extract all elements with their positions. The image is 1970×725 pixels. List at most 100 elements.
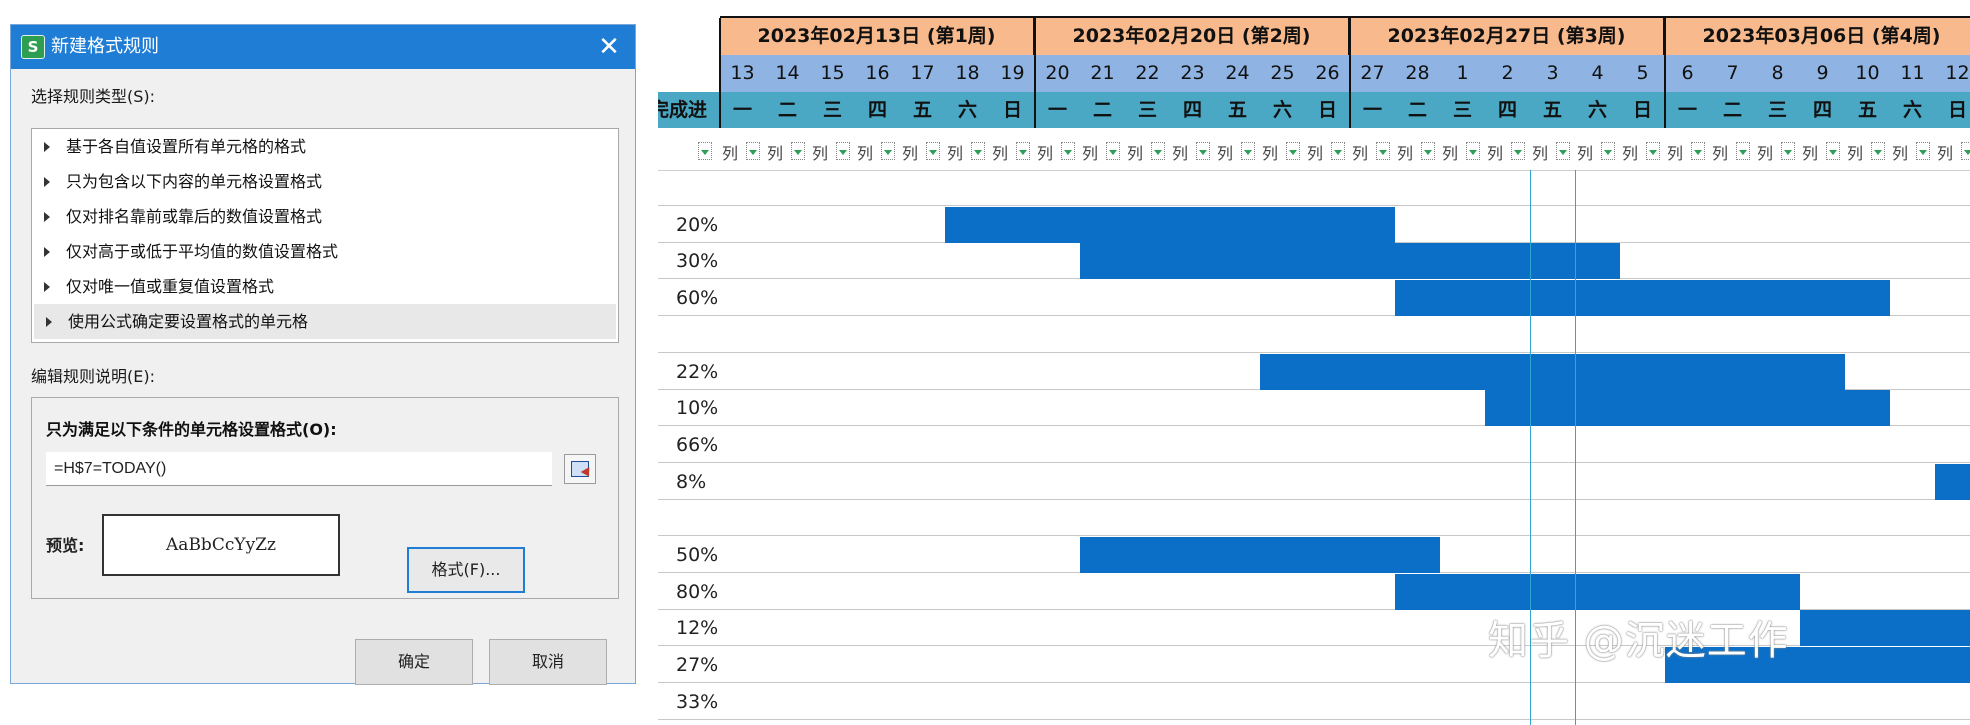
weekday-cell[interactable]: 五	[900, 92, 945, 128]
progress-cell[interactable]: 10%	[676, 397, 719, 420]
day-number-cell[interactable]: 4	[1575, 55, 1620, 92]
weekday-cell[interactable]: 三	[1755, 92, 1800, 128]
weekday-cell[interactable]: 五	[1530, 92, 1575, 128]
rule-type-item[interactable]: 仅对高于或低于平均值的数值设置格式	[32, 234, 618, 269]
filter-dropdown[interactable]: 列	[1082, 140, 1122, 164]
day-number-cell[interactable]: 7	[1710, 55, 1755, 92]
day-number-cell[interactable]: 12	[1935, 55, 1970, 92]
weekday-cell[interactable]: 一	[1035, 92, 1080, 128]
rule-type-item[interactable]: 基于各自值设置所有单元格的格式	[32, 129, 618, 164]
weekday-cell[interactable]: 二	[765, 92, 810, 128]
gantt-bar[interactable]	[1080, 537, 1440, 573]
progress-cell[interactable]: 80%	[676, 580, 719, 603]
rule-type-item[interactable]: 仅对唯一值或重复值设置格式	[32, 269, 618, 304]
day-number-cell[interactable]: 3	[1530, 55, 1575, 92]
weekday-cell[interactable]: 四	[1800, 92, 1845, 128]
day-number-cell[interactable]: 22	[1125, 55, 1170, 92]
filter-dropdown[interactable]: 列	[1622, 140, 1662, 164]
day-number-cell[interactable]: 18	[945, 55, 990, 92]
rule-type-item[interactable]: 仅对排名靠前或靠后的数值设置格式	[32, 199, 618, 234]
filter-dropdown[interactable]: 列	[1847, 140, 1887, 164]
filter-dropdown[interactable]: 列	[1577, 140, 1617, 164]
day-number-cell[interactable]: 1	[1440, 55, 1485, 92]
filter-dropdown[interactable]: 列	[1532, 140, 1572, 164]
weekday-cell[interactable]: 一	[1665, 92, 1710, 128]
day-number-cell[interactable]: 2	[1485, 55, 1530, 92]
day-number-cell[interactable]: 16	[855, 55, 900, 92]
weekday-cell[interactable]: 四	[1485, 92, 1530, 128]
filter-dropdown[interactable]: 列	[902, 140, 942, 164]
day-number-cell[interactable]: 5	[1620, 55, 1665, 92]
weekday-cell[interactable]: 日	[1935, 92, 1970, 128]
progress-cell[interactable]: 33%	[676, 690, 719, 713]
weekday-cell[interactable]: 三	[810, 92, 855, 128]
day-number-cell[interactable]: 14	[765, 55, 810, 92]
filter-dropdown[interactable]: 列	[1262, 140, 1302, 164]
gantt-bar[interactable]	[1395, 280, 1890, 317]
weekday-cell[interactable]: 三	[1440, 92, 1485, 128]
cancel-button[interactable]: 取消	[489, 639, 607, 685]
weekday-cell[interactable]: 日	[1305, 92, 1350, 128]
close-icon[interactable]: ✕	[598, 32, 620, 62]
day-number-cell[interactable]: 24	[1215, 55, 1260, 92]
day-number-cell[interactable]: 28	[1395, 55, 1440, 92]
ok-button[interactable]: 确定	[355, 639, 473, 685]
filter-dropdown[interactable]	[696, 140, 714, 164]
filter-dropdown[interactable]: 列	[1442, 140, 1482, 164]
weekday-cell[interactable]: 一	[1350, 92, 1395, 128]
rule-type-item[interactable]: 使用公式确定要设置格式的单元格	[34, 304, 616, 339]
day-number-cell[interactable]: 21	[1080, 55, 1125, 92]
filter-dropdown[interactable]: 列	[1667, 140, 1707, 164]
day-number-cell[interactable]: 15	[810, 55, 855, 92]
filter-dropdown[interactable]: 列	[1127, 140, 1167, 164]
progress-cell[interactable]: 27%	[676, 654, 719, 677]
weekday-cell[interactable]: 三	[1125, 92, 1170, 128]
progress-cell[interactable]: 30%	[676, 250, 719, 273]
weekday-cell[interactable]: 六	[1890, 92, 1935, 128]
gantt-bar[interactable]	[945, 206, 1395, 243]
week-header[interactable]: 2023年02月13日 (第1周)	[720, 18, 1035, 55]
day-number-cell[interactable]: 10	[1845, 55, 1890, 92]
day-number-cell[interactable]: 17	[900, 55, 945, 92]
filter-dropdown[interactable]: 列	[1217, 140, 1257, 164]
day-number-cell[interactable]: 25	[1260, 55, 1305, 92]
gantt-bar[interactable]	[1935, 463, 1970, 500]
day-number-cell[interactable]: 19	[990, 55, 1035, 92]
filter-dropdown[interactable]: 列	[1892, 140, 1932, 164]
rule-type-item[interactable]: 只为包含以下内容的单元格设置格式	[32, 164, 618, 199]
weekday-cell[interactable]: 一	[720, 92, 765, 128]
weekday-cell[interactable]: 日	[990, 92, 1035, 128]
progress-cell[interactable]: 20%	[676, 213, 719, 236]
day-number-cell[interactable]: 13	[720, 55, 765, 92]
filter-dropdown[interactable]: 列	[947, 140, 987, 164]
filter-dropdown[interactable]: 列	[1172, 140, 1212, 164]
filter-dropdown[interactable]: 列	[1802, 140, 1842, 164]
weekday-cell[interactable]: 四	[1170, 92, 1215, 128]
day-number-cell[interactable]: 27	[1350, 55, 1395, 92]
filter-dropdown[interactable]: 列	[1712, 140, 1752, 164]
gantt-bar[interactable]	[1800, 610, 1970, 647]
weekday-cell[interactable]: 六	[1575, 92, 1620, 128]
day-number-cell[interactable]: 20	[1035, 55, 1080, 92]
day-number-cell[interactable]: 6	[1665, 55, 1710, 92]
filter-dropdown[interactable]: 列	[1757, 140, 1797, 164]
gantt-bar[interactable]	[1395, 573, 1800, 610]
day-number-cell[interactable]: 26	[1305, 55, 1350, 92]
filter-dropdown[interactable]: 列	[1307, 140, 1347, 164]
gantt-bar[interactable]	[1485, 390, 1890, 427]
weekday-cell[interactable]: 四	[855, 92, 900, 128]
weekday-cell[interactable]: 二	[1395, 92, 1440, 128]
progress-cell[interactable]: 12%	[676, 617, 719, 640]
progress-cell[interactable]: 60%	[676, 287, 719, 310]
gantt-bar[interactable]	[1665, 647, 1970, 684]
week-header[interactable]: 2023年02月27日 (第3周)	[1350, 18, 1665, 55]
weekday-cell[interactable]: 六	[945, 92, 990, 128]
formula-input[interactable]: =H$7=TODAY()	[46, 452, 552, 486]
filter-dropdown[interactable]: 列	[992, 140, 1032, 164]
filter-dropdown[interactable]: 列	[767, 140, 807, 164]
day-number-cell[interactable]: 9	[1800, 55, 1845, 92]
filter-dropdown[interactable]: 列	[1397, 140, 1437, 164]
filter-dropdown[interactable]: 列	[722, 140, 762, 164]
progress-cell[interactable]: 22%	[676, 360, 719, 383]
gantt-bar[interactable]	[1080, 243, 1620, 280]
